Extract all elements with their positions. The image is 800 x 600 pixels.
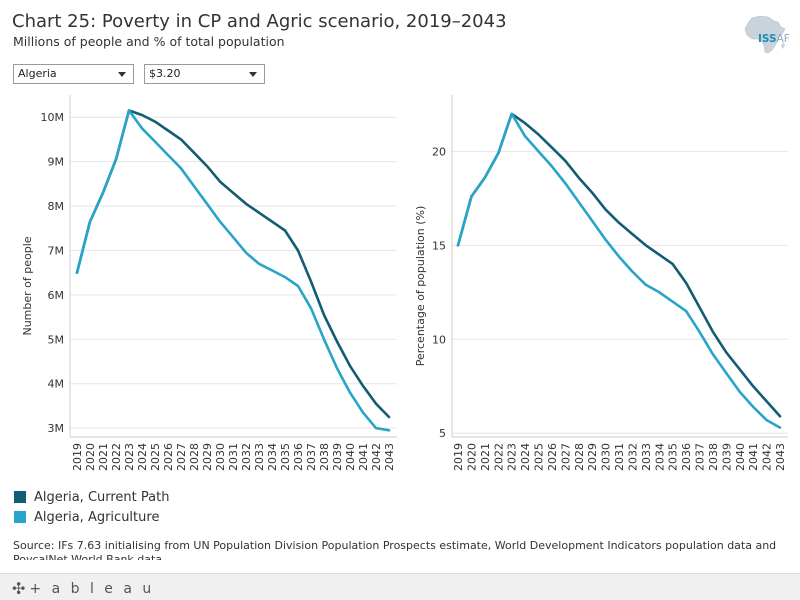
- x-tick-label: 2023: [123, 443, 136, 471]
- x-tick-label: 2027: [559, 443, 572, 471]
- y-tick-label: 6M: [48, 289, 65, 302]
- x-tick-label: 2038: [318, 443, 331, 471]
- x-tick-label: 2033: [640, 443, 653, 471]
- chart-subtitle: Millions of people and % of total popula…: [13, 34, 285, 49]
- x-tick-label: 2035: [667, 443, 680, 471]
- chart-title: Chart 25: Poverty in CP and Agric scenar…: [12, 11, 507, 32]
- legend-label-current-path: Algeria, Current Path: [34, 489, 170, 505]
- x-tick-label: 2026: [546, 443, 559, 471]
- x-tick-label: 2020: [84, 443, 97, 471]
- chevron-down-icon: [118, 72, 126, 77]
- legend-swatch-agriculture: [14, 511, 26, 523]
- x-tick-label: 2040: [344, 443, 357, 471]
- x-tick-label: 2040: [734, 443, 747, 471]
- x-tick-label: 2033: [253, 443, 266, 471]
- y-tick-label: 5: [439, 427, 446, 440]
- x-tick-label: 2028: [188, 443, 201, 471]
- tableau-wordmark: + a b l e a u: [29, 580, 155, 597]
- y-tick-label: 10: [432, 333, 446, 346]
- legend-item-agriculture[interactable]: Algeria, Agriculture: [14, 507, 169, 527]
- y-axis-label: Number of people: [21, 236, 34, 335]
- legend-label-agriculture: Algeria, Agriculture: [34, 509, 160, 525]
- y-tick-label: 15: [432, 239, 446, 252]
- legend-item-current-path[interactable]: Algeria, Current Path: [14, 487, 169, 507]
- y-tick-label: 3M: [48, 422, 65, 435]
- chevron-down-icon: [249, 72, 257, 77]
- x-tick-label: 2042: [761, 443, 774, 471]
- x-tick-label: 2030: [214, 443, 227, 471]
- country-select-value: Algeria: [18, 67, 57, 80]
- x-tick-label: 2026: [162, 443, 175, 471]
- x-tick-label: 2019: [71, 443, 84, 471]
- series-line-current-path: [456, 112, 782, 418]
- africa-map-logo-icon: [744, 15, 786, 54]
- x-tick-label: 2034: [266, 443, 279, 471]
- y-tick-label: 4M: [48, 378, 65, 391]
- x-tick-label: 2025: [149, 443, 162, 471]
- x-tick-label: 2023: [506, 443, 519, 471]
- x-tick-label: 2043: [774, 443, 787, 471]
- y-tick-label: 9M: [48, 156, 65, 169]
- x-tick-label: 2039: [331, 443, 344, 471]
- series-line-agriculture: [75, 109, 391, 432]
- x-tick-label: 2038: [707, 443, 720, 471]
- x-tick-label: 2030: [600, 443, 613, 471]
- y-tick-label: 5M: [48, 333, 65, 346]
- y-tick-label: 8M: [48, 200, 65, 213]
- iss-africa-logo-text: ISSAF: [758, 33, 790, 45]
- y-tick-label: 20: [432, 145, 446, 158]
- x-tick-label: 2028: [573, 443, 586, 471]
- source-note: Source: IFs 7.63 initialising from UN Po…: [13, 539, 777, 560]
- x-tick-label: 2037: [305, 443, 318, 471]
- x-tick-label: 2020: [465, 443, 478, 471]
- x-tick-label: 2022: [492, 443, 505, 471]
- x-tick-label: 2042: [370, 443, 383, 471]
- threshold-select-value: $3.20: [149, 67, 181, 80]
- x-tick-label: 2021: [97, 443, 110, 471]
- x-tick-label: 2041: [357, 443, 370, 471]
- x-tick-label: 2043: [383, 443, 396, 471]
- x-tick-label: 2022: [110, 443, 123, 471]
- x-tick-label: 2039: [720, 443, 733, 471]
- x-tick-label: 2032: [626, 443, 639, 471]
- x-tick-label: 2031: [227, 443, 240, 471]
- y-tick-label: 7M: [48, 244, 65, 257]
- x-tick-label: 2041: [747, 443, 760, 471]
- x-tick-label: 2036: [292, 443, 305, 471]
- x-tick-label: 2035: [279, 443, 292, 471]
- x-tick-label: 2024: [136, 443, 149, 471]
- tableau-footer: ✣ + a b l e a u: [0, 573, 800, 600]
- tableau-plus-icon: ✣: [12, 579, 26, 598]
- x-tick-label: 2021: [479, 443, 492, 471]
- x-tick-label: 2027: [175, 443, 188, 471]
- x-tick-label: 2031: [613, 443, 626, 471]
- x-tick-label: 2037: [694, 443, 707, 471]
- y-tick-label: 10M: [41, 111, 65, 124]
- x-tick-label: 2034: [653, 443, 666, 471]
- series-line-current-path: [75, 109, 391, 419]
- poverty-threshold-select[interactable]: $3.20: [144, 64, 265, 84]
- x-tick-label: 2024: [519, 443, 532, 471]
- country-select[interactable]: Algeria: [13, 64, 134, 84]
- legend: Algeria, Current Path Algeria, Agricultu…: [14, 487, 169, 527]
- tableau-logo[interactable]: ✣ + a b l e a u: [12, 579, 154, 598]
- series-line-agriculture: [456, 112, 782, 429]
- x-tick-label: 2029: [586, 443, 599, 471]
- x-tick-label: 2032: [240, 443, 253, 471]
- x-tick-label: 2036: [680, 443, 693, 471]
- legend-swatch-current-path: [14, 491, 26, 503]
- x-tick-label: 2019: [452, 443, 465, 471]
- x-tick-label: 2029: [201, 443, 214, 471]
- y-axis-label: Percentage of population (%): [414, 206, 427, 367]
- x-tick-label: 2025: [533, 443, 546, 471]
